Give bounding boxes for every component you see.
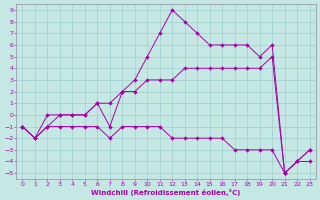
X-axis label: Windchill (Refroidissement éolien,°C): Windchill (Refroidissement éolien,°C) — [91, 189, 241, 196]
